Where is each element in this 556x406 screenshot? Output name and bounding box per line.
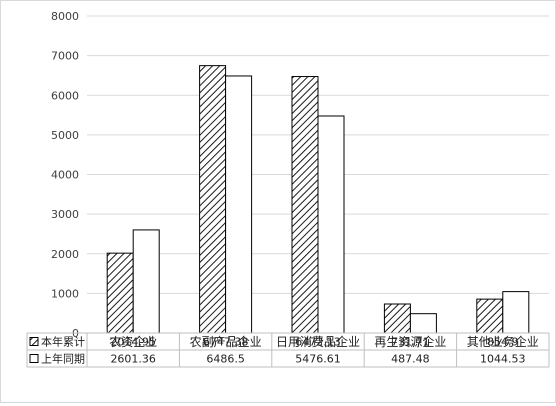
- bars: [106, 65, 530, 334]
- y-tick-label: 8000: [51, 10, 79, 23]
- data-label: 731.71: [391, 336, 430, 349]
- bar-current-year: [291, 76, 319, 334]
- y-tick-label: 2000: [51, 248, 79, 261]
- legend-swatch: [29, 337, 39, 346]
- data-label: 487.48: [391, 353, 430, 366]
- data-label: 6486.5: [206, 353, 245, 366]
- legend-swatch: [29, 354, 39, 363]
- y-tick-label: 5000: [51, 129, 79, 142]
- y-tick-label: 3000: [51, 208, 79, 221]
- data-label: 2014.95: [110, 336, 156, 349]
- bar-previous-year: [502, 291, 530, 334]
- data-table: 农资企业 农副产品企业 日用消费品企业 再生资源企业 其他业务企业 本年累计 2014.95…: [26, 332, 550, 368]
- data-label: 6747.38: [203, 336, 249, 349]
- bar-previous-year: [317, 115, 345, 334]
- bar-previous-year: [409, 313, 437, 334]
- y-tick-label: 1000: [51, 287, 79, 300]
- data-label: 5476.61: [295, 353, 341, 366]
- data-label: 2601.36: [110, 353, 156, 366]
- legend-label: 上年同期: [41, 352, 85, 366]
- data-label: 1044.53: [480, 353, 526, 366]
- category-label: 农副产品企业: [190, 334, 262, 349]
- bar-current-year: [199, 65, 227, 334]
- y-tick-label: 7000: [51, 50, 79, 63]
- bar-current-year: [383, 303, 411, 334]
- y-axis-ticks: 010002000300040005000600070008000: [51, 10, 79, 340]
- category-label: 日用消费品企业: [276, 334, 360, 349]
- category-label: 农资企业: [109, 334, 157, 349]
- bar-previous-year: [225, 75, 253, 334]
- category-label: 再生资源企业: [374, 334, 446, 349]
- y-tick-label: 6000: [51, 89, 79, 102]
- legend-label: 本年累计: [41, 335, 85, 349]
- bar-current-year: [106, 252, 134, 334]
- y-tick-label: 4000: [51, 169, 79, 182]
- category-label: 其他业务企业: [467, 334, 539, 349]
- data-label: 854.9: [487, 336, 519, 349]
- data-label: 6472.13: [295, 336, 341, 349]
- bar-previous-year: [132, 229, 160, 334]
- bar-current-year: [476, 298, 504, 334]
